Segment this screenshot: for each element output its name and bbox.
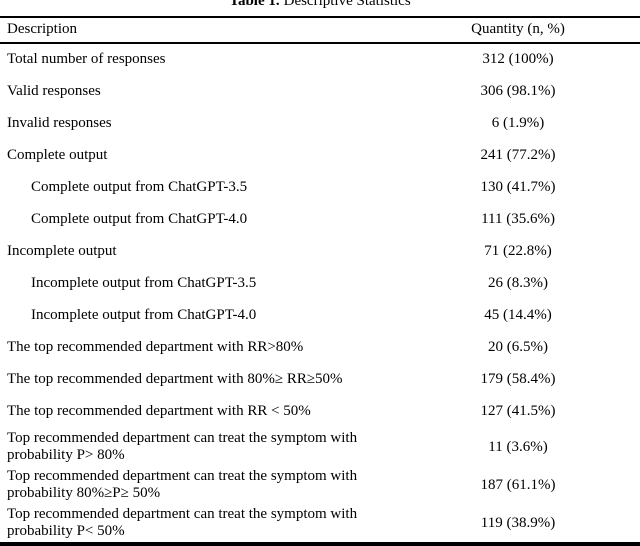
table-row: Incomplete output from ChatGPT-4.0 45 (1… xyxy=(0,300,640,332)
table-row: Incomplete output 71 (22.8%) xyxy=(0,236,640,268)
quantity-cell: 241 (77.2%) xyxy=(480,147,556,163)
header-row: Description Quantity (n, %) xyxy=(0,17,640,44)
quantity-cell: 187 (61.1%) xyxy=(480,476,556,493)
table-row: The top recommended department with 80%≥… xyxy=(0,364,640,396)
description-cell: Top recommended department can treat the… xyxy=(7,468,358,501)
quantity-cell: 306 (98.1%) xyxy=(480,83,556,99)
description-cell: The top recommended department with 80%≥… xyxy=(7,371,343,387)
description-cell: The top recommended department with RR <… xyxy=(7,403,311,419)
quantity-cell: 71 (22.8%) xyxy=(484,243,552,259)
table-body: Total number of responses 312 (100%) Val… xyxy=(0,43,640,544)
quantity-cell: 111 (35.6%) xyxy=(481,211,555,227)
table-row: Incomplete output from ChatGPT-3.5 26 (8… xyxy=(0,268,640,300)
description-cell: Total number of responses xyxy=(7,51,166,67)
description-cell: Invalid responses xyxy=(7,115,112,131)
table-row: Complete output 241 (77.2%) xyxy=(0,140,640,172)
descriptive-statistics-table: Description Quantity (n, %) Total number… xyxy=(0,16,640,546)
quantity-cell: 45 (14.4%) xyxy=(484,307,552,323)
table-row: Top recommended department can treat the… xyxy=(0,428,640,466)
table-title-label: Table 1. xyxy=(229,0,280,9)
column-header-quantity: Quantity (n, %) xyxy=(396,17,640,44)
quantity-cell: 11 (3.6%) xyxy=(488,438,548,455)
table-row: The top recommended department with RR>8… xyxy=(0,332,640,364)
quantity-cell: 312 (100%) xyxy=(482,51,554,67)
table-row: Complete output from ChatGPT-4.0 111 (35… xyxy=(0,204,640,236)
description-cell: Complete output from ChatGPT-3.5 xyxy=(31,179,248,195)
table-row: Complete output from ChatGPT-3.5 130 (41… xyxy=(0,172,640,204)
quantity-cell: 119 (38.9%) xyxy=(480,514,556,531)
description-cell: Valid responses xyxy=(7,83,101,99)
quantity-cell: 6 (1.9%) xyxy=(491,115,545,131)
column-header-description: Description xyxy=(0,17,396,44)
quantity-cell: 20 (6.5%) xyxy=(488,339,548,355)
table-row: Top recommended department can treat the… xyxy=(0,504,640,544)
quantity-cell: 179 (58.4%) xyxy=(480,371,556,387)
description-cell: Incomplete output from ChatGPT-4.0 xyxy=(31,307,257,323)
description-cell: Top recommended department can treat the… xyxy=(7,430,358,463)
description-cell: Complete output from ChatGPT-4.0 xyxy=(31,211,248,227)
description-cell: Incomplete output xyxy=(7,243,117,259)
table-row: Total number of responses 312 (100%) xyxy=(0,43,640,76)
table-row: Invalid responses 6 (1.9%) xyxy=(0,108,640,140)
description-cell: Complete output xyxy=(7,147,108,163)
table-row: Valid responses 306 (98.1%) xyxy=(0,76,640,108)
table-title: Table 1. Descriptive Statistics xyxy=(0,0,640,9)
table-title-text: Descriptive Statistics xyxy=(283,0,411,9)
description-cell: The top recommended department with RR>8… xyxy=(7,339,304,355)
description-cell: Incomplete output from ChatGPT-3.5 xyxy=(31,275,257,291)
quantity-cell: 130 (41.7%) xyxy=(480,179,556,195)
table-row: The top recommended department with RR <… xyxy=(0,396,640,428)
table-row: Top recommended department can treat the… xyxy=(0,466,640,504)
quantity-cell: 127 (41.5%) xyxy=(480,403,556,419)
description-cell: Top recommended department can treat the… xyxy=(7,506,358,539)
quantity-cell: 26 (8.3%) xyxy=(488,275,548,291)
